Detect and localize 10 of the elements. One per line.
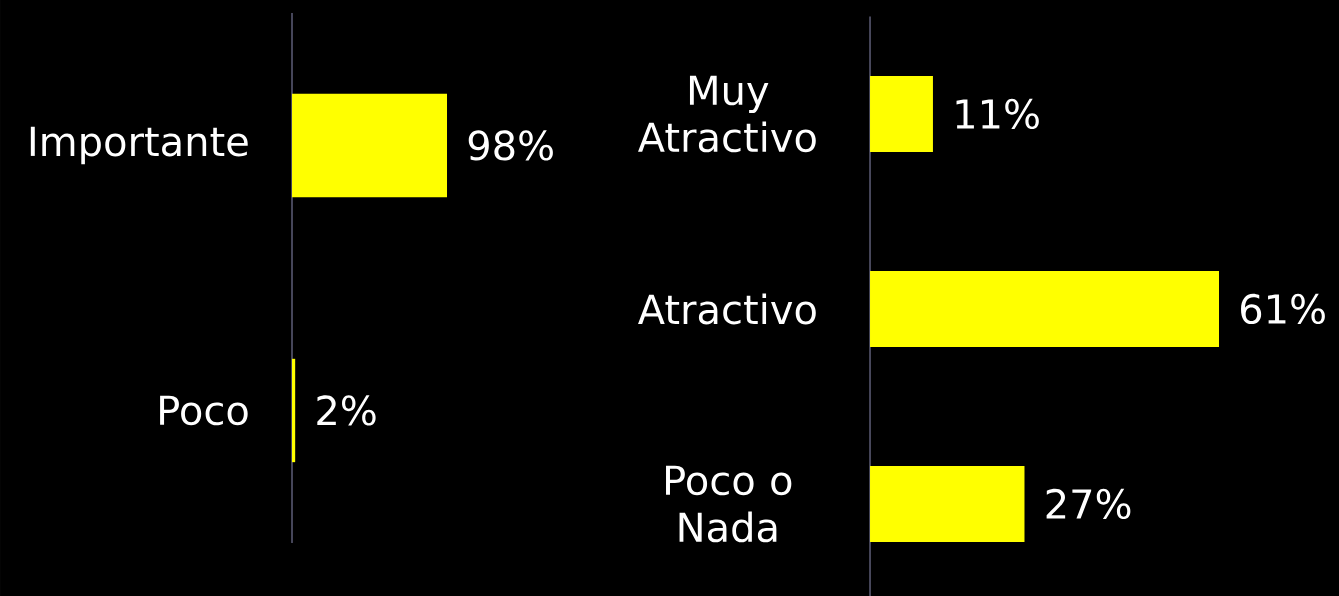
y-tick-label: Atractivo (638, 293, 816, 325)
y-tick-label: Importante (30, 126, 248, 165)
y-tick-label: Poco (160, 395, 248, 426)
data-label: 2% (317, 395, 376, 426)
y-tick-label: Poco o Nada (666, 465, 792, 543)
y-tick-label: Muy Atractivo (638, 75, 816, 153)
data-label: 98% (468, 130, 553, 161)
data-label: 11% (956, 98, 1039, 130)
data-label: 27% (1046, 488, 1131, 520)
data-label: 61% (1241, 293, 1325, 325)
